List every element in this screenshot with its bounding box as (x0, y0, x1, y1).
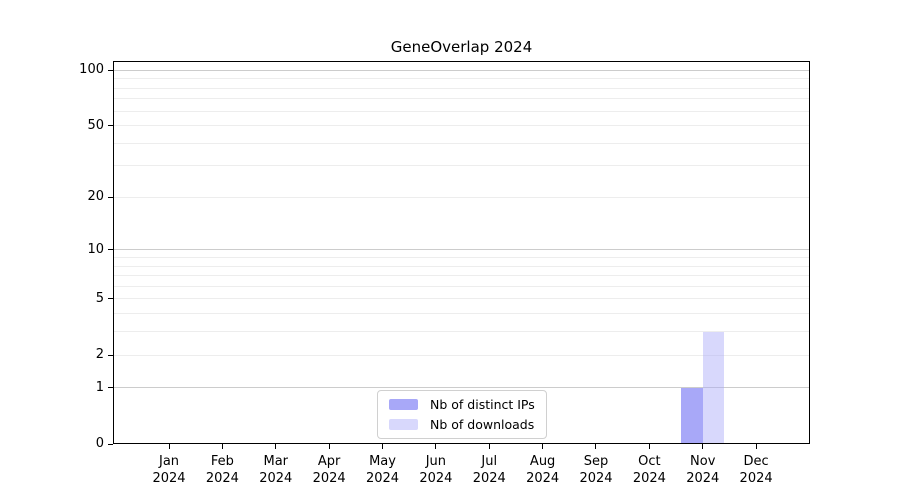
legend: Nb of distinct IPs Nb of downloads (377, 390, 547, 439)
gridline-minor (113, 125, 810, 127)
y-tick (108, 354, 113, 356)
y-tick (108, 69, 113, 71)
x-tick-year: 2024 (259, 471, 293, 486)
x-tick-month: Jun (425, 454, 447, 469)
gridline-minor (113, 142, 810, 144)
x-tick-year: 2024 (152, 471, 186, 486)
x-tick (435, 444, 437, 449)
legend-entry: Nb of distinct IPs (389, 397, 535, 412)
y-tick (108, 249, 113, 251)
legend-swatch (389, 399, 418, 410)
x-tick-month: Oct (638, 454, 661, 469)
legend-label: Nb of downloads (430, 417, 535, 432)
x-tick-year: 2024 (205, 471, 239, 486)
x-tick-month: Jan (159, 454, 180, 469)
x-tick-month: May (369, 454, 396, 469)
gridline-minor (113, 196, 810, 198)
gridline-minor (113, 285, 810, 287)
y-tick-label: 1 (95, 379, 104, 395)
gridline-minor (113, 257, 810, 259)
x-tick-month: Dec (743, 454, 769, 469)
legend-swatch (389, 419, 418, 430)
x-tick-label: May 2024 (348, 453, 418, 487)
x-tick-year: 2024 (632, 471, 666, 486)
x-tick-year: 2024 (365, 471, 400, 486)
x-tick-year: 2024 (579, 471, 613, 486)
x-tick-year: 2024 (739, 471, 773, 486)
gridline-minor (113, 78, 810, 80)
chart-title: GeneOverlap 2024 (390, 38, 533, 56)
y-tick-label: 2 (95, 347, 104, 363)
y-tick-label: 50 (87, 117, 104, 133)
x-tick-month: Sep (583, 454, 609, 469)
x-tick (275, 444, 277, 449)
x-tick (595, 444, 597, 449)
x-tick-year: 2024 (312, 471, 346, 486)
x-tick (648, 444, 650, 449)
bar-distinct-ips (681, 387, 703, 444)
x-tick (382, 444, 384, 449)
y-tick-label: 5 (95, 290, 104, 306)
y-tick (108, 443, 113, 445)
y-tick-label: 0 (95, 436, 104, 451)
x-tick-month: Jul (481, 454, 498, 469)
legend-label: Nb of distinct IPs (430, 397, 535, 412)
x-tick (542, 444, 544, 449)
y-tick (108, 298, 113, 300)
gridline-minor (113, 275, 810, 277)
x-tick-label: Sep 2024 (561, 453, 631, 487)
gridline-minor (113, 354, 810, 356)
y-tick-label: 10 (87, 241, 104, 257)
x-tick (221, 444, 223, 449)
gridline-minor (113, 110, 810, 112)
gridline-minor (113, 313, 810, 315)
y-tick-label: 20 (87, 189, 104, 205)
x-tick (328, 444, 330, 449)
gridline-minor (113, 87, 810, 89)
x-tick-label: Mar 2024 (241, 453, 311, 487)
x-tick-label: Apr 2024 (294, 453, 364, 487)
x-tick-label: Jan 2024 (134, 453, 204, 487)
x-tick-year: 2024 (686, 471, 720, 486)
x-tick-label: Nov 2024 (668, 453, 738, 487)
x-tick-label: Oct 2024 (614, 453, 684, 487)
x-tick (702, 444, 704, 449)
x-tick-month: Feb (210, 454, 234, 469)
y-tick (108, 125, 113, 127)
x-tick-label: Feb 2024 (187, 453, 257, 487)
gridline-major (113, 249, 810, 251)
x-tick-year: 2024 (526, 471, 560, 486)
y-tick (108, 387, 113, 389)
bar-downloads (702, 331, 725, 444)
gridline-minor (113, 265, 810, 267)
gridline-major (113, 69, 810, 71)
gridline-minor (113, 165, 810, 167)
gridline-minor (113, 331, 810, 333)
x-tick-month: Nov (690, 454, 716, 469)
x-tick-month: Aug (529, 454, 556, 469)
x-tick-month: Mar (263, 454, 289, 469)
x-tick-label: Jul 2024 (454, 453, 524, 487)
x-tick-label: Dec 2024 (721, 453, 791, 487)
x-tick-label: Jun 2024 (401, 453, 471, 487)
x-tick-year: 2024 (472, 471, 506, 486)
x-tick (168, 444, 170, 449)
gridline-major (113, 387, 810, 389)
x-tick (488, 444, 490, 449)
x-tick-year: 2024 (419, 471, 453, 486)
gridline-minor (113, 98, 810, 100)
x-tick-month: Apr (317, 454, 341, 469)
y-tick-label: 100 (79, 62, 104, 78)
x-tick (755, 444, 757, 449)
y-tick (108, 196, 113, 198)
x-tick-label: Aug 2024 (508, 453, 578, 487)
legend-entry: Nb of downloads (389, 417, 535, 432)
gridline-minor (113, 298, 810, 300)
